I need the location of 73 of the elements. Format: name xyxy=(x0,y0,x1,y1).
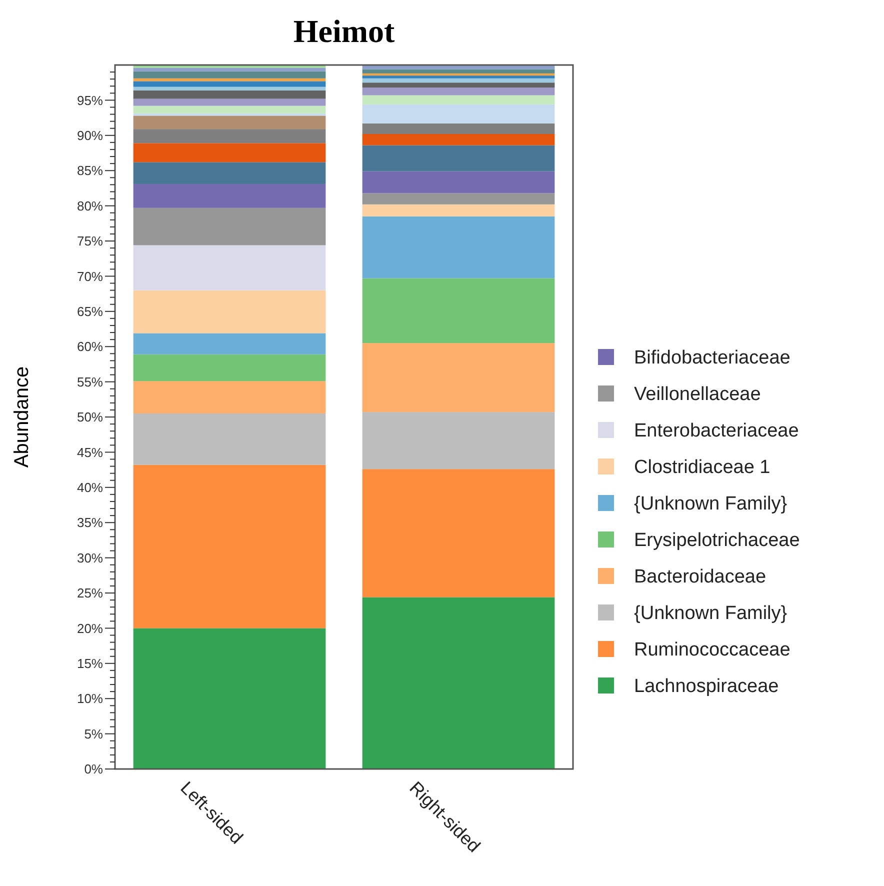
y-tick-label: 5% xyxy=(84,726,104,742)
y-tick-label: 35% xyxy=(76,515,104,530)
bar xyxy=(133,208,326,246)
bar xyxy=(133,106,326,114)
legend-label: Enterobacteriaceae xyxy=(634,420,799,442)
y-tick-label: 20% xyxy=(76,620,104,636)
bar xyxy=(133,464,326,628)
bar xyxy=(133,143,326,162)
y-axis-title: Abundance xyxy=(11,366,33,468)
legend-label: Clostridiaceae 1 xyxy=(634,457,770,478)
bar xyxy=(362,597,555,769)
legend-label: Bifidobacteriaceae xyxy=(634,348,790,369)
bar xyxy=(133,86,326,90)
y-tick-label: 60% xyxy=(76,339,104,354)
bar xyxy=(133,68,326,72)
bar xyxy=(133,71,326,78)
bar xyxy=(133,81,326,87)
bar xyxy=(133,413,326,465)
y-tick-label: 85% xyxy=(76,163,104,178)
bar xyxy=(362,278,555,344)
bar xyxy=(133,354,326,382)
y-tick-label: 30% xyxy=(76,550,104,566)
bar xyxy=(362,88,555,96)
bar xyxy=(133,98,326,106)
bar xyxy=(362,171,555,194)
y-tick-label: 70% xyxy=(76,268,104,284)
y-tick-label: 50% xyxy=(76,410,104,425)
bar xyxy=(133,162,326,184)
bar xyxy=(362,469,555,598)
bar xyxy=(362,82,555,88)
bar xyxy=(133,116,326,130)
y-tick-label: 75% xyxy=(76,234,104,249)
legend-label: Bacteroidaceae xyxy=(634,566,766,588)
bar xyxy=(133,381,326,414)
y-tick-label: 40% xyxy=(76,480,104,495)
y-tick-label: 65% xyxy=(76,304,104,319)
y-tick-label: 45% xyxy=(76,444,104,460)
legend-label: Veillonellaceae xyxy=(634,384,761,406)
y-tick-label: 80% xyxy=(76,198,104,214)
chart-title: Heimot xyxy=(293,13,395,49)
bar xyxy=(362,145,555,172)
bar xyxy=(362,204,555,216)
bar xyxy=(362,69,555,74)
legend-label: {Unknown Family} xyxy=(634,603,788,624)
y-tick-label: 95% xyxy=(76,92,104,108)
y-tick-label: 15% xyxy=(76,656,104,671)
bar xyxy=(362,76,555,78)
legend-label: {Unknown Family} xyxy=(634,494,788,515)
bar xyxy=(133,245,326,290)
bar xyxy=(362,104,555,124)
y-tick-label: 10% xyxy=(76,691,104,706)
y-tick-label: 90% xyxy=(76,128,104,143)
bar xyxy=(133,333,326,354)
bar xyxy=(362,73,555,76)
y-tick-label: 25% xyxy=(76,586,104,601)
bar xyxy=(362,123,555,134)
bar xyxy=(362,412,555,470)
bar xyxy=(362,193,555,204)
legend-label: Erysipelotrichaceae xyxy=(634,530,800,552)
bar xyxy=(362,343,555,412)
bar xyxy=(362,134,555,146)
bar xyxy=(362,95,555,104)
bar xyxy=(362,78,555,83)
bar xyxy=(362,216,555,278)
y-tick-label: 55% xyxy=(76,374,104,390)
legend-label: Ruminococcaceae xyxy=(634,640,790,661)
bar xyxy=(133,290,326,334)
bar xyxy=(133,184,326,208)
legend-label: Lachnospiraceae xyxy=(634,676,779,698)
bar xyxy=(133,90,326,99)
bar xyxy=(133,129,326,144)
y-tick-label: 0% xyxy=(84,762,104,777)
bar xyxy=(133,628,326,769)
